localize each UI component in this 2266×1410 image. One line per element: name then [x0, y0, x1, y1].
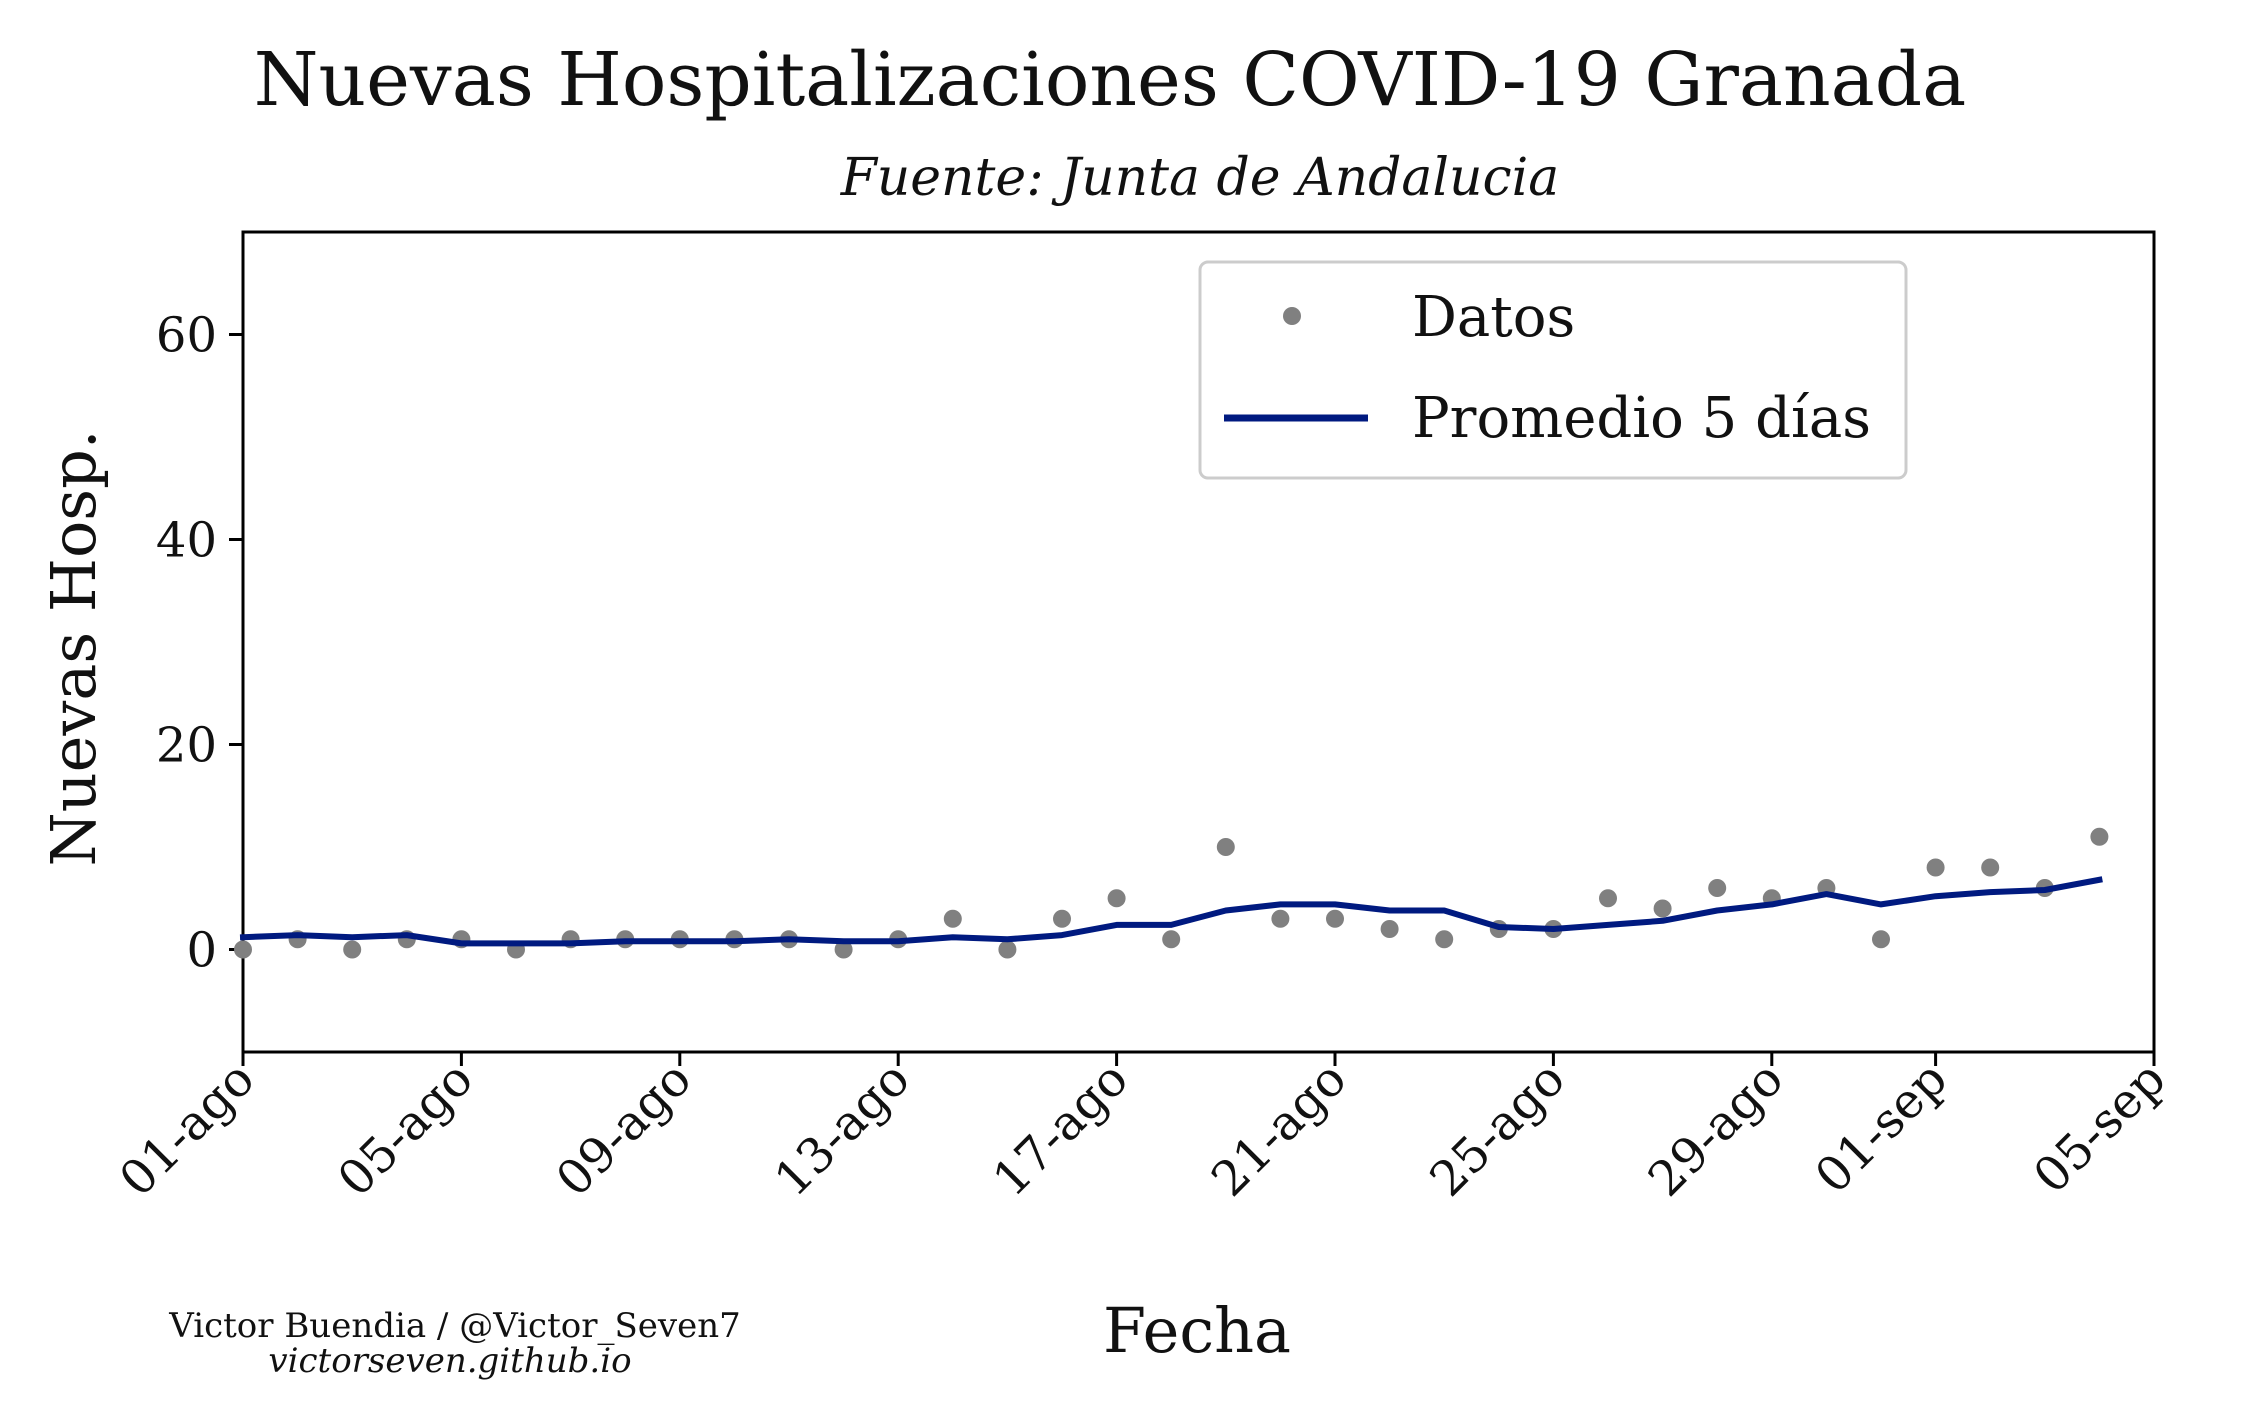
- x-axis: 01-ago 05-ago 09-ago 13-ago 17-ago 21-ago 25-a…: [109, 1051, 2177, 1208]
- credit-url: victorseven.github.io: [268, 1341, 631, 1381]
- x-tick-label: 01-ago: [109, 1051, 266, 1208]
- x-axis-label: Fecha: [1103, 1294, 1291, 1367]
- plot-frame: [241, 230, 2156, 1054]
- data-point: [834, 940, 853, 959]
- legend-box: [1198, 260, 1908, 480]
- data-point: [1708, 879, 1727, 897]
- x-tick-label: 09-ago: [546, 1051, 703, 1208]
- legend: Datos Promedio 5 días: [1198, 260, 1908, 480]
- x-tick-label: 05-sep: [2023, 1051, 2176, 1204]
- data-point: [234, 940, 252, 959]
- x-tick-label: 29-ago: [1638, 1051, 1795, 1208]
- data-point: [1107, 889, 1126, 908]
- data-point: [1981, 858, 2000, 877]
- data-point: [1380, 920, 1399, 938]
- x-tick-label: 25-ago: [1419, 1051, 1576, 1208]
- legend-promedio-label: Promedio 5 días: [1412, 386, 1871, 451]
- y-axis: 0 20 40 60: [156, 308, 243, 979]
- data-point: [1435, 930, 1454, 949]
- average-line-group: [239, 876, 2103, 947]
- y-tick-label: 60: [156, 308, 217, 364]
- legend-datos-marker: [1283, 307, 1301, 325]
- y-tick-label: 20: [156, 718, 217, 774]
- chart-subtitle: Fuente: Junta de Andalucia: [840, 148, 1560, 208]
- data-point: [1162, 930, 1181, 949]
- x-tick-label: 17-ago: [982, 1051, 1139, 1208]
- data-point: [1872, 930, 1890, 949]
- legend-datos-label: Datos: [1412, 285, 1575, 350]
- data-point: [1053, 909, 1071, 928]
- data-point: [1271, 909, 1290, 928]
- y-axis-label: Nuevas Hosp.: [37, 430, 110, 867]
- data-point: [2090, 827, 2109, 846]
- y-tick-label: 40: [156, 513, 217, 569]
- credit-author: Victor Buendia / @Victor_Seven7: [168, 1306, 740, 1346]
- x-tick-label: 13-ago: [764, 1051, 921, 1208]
- data-point: [1926, 858, 1945, 877]
- data-point: [1653, 899, 1672, 918]
- x-tick-label: 01-sep: [1805, 1051, 1958, 1204]
- x-tick-label: 05-ago: [327, 1051, 484, 1208]
- data-point: [998, 940, 1017, 959]
- data-point: [1216, 838, 1235, 856]
- data-point: [1326, 909, 1344, 928]
- y-tick-label: 0: [186, 923, 217, 979]
- data-point: [1599, 889, 1617, 908]
- data-point: [943, 909, 962, 928]
- x-tick-label: 21-ago: [1201, 1051, 1358, 1208]
- chart-title: Nuevas Hospitalizaciones COVID-19 Granad…: [254, 37, 1967, 123]
- average-line: [239, 876, 2103, 947]
- data-point: [343, 940, 362, 959]
